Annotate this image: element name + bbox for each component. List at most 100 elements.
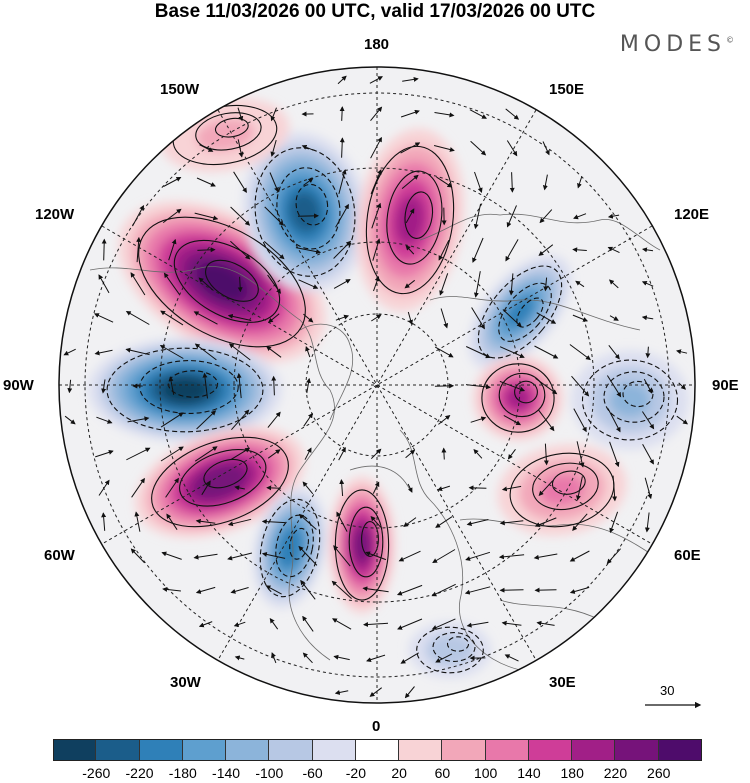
wind-arrow: [261, 519, 286, 525]
wind-arrow: [196, 410, 217, 430]
colorbar-swatch: [572, 739, 616, 761]
wind-arrow: [298, 279, 319, 289]
wind-arrow: [397, 618, 423, 630]
wind-arrow: [332, 618, 352, 630]
wind-arrow: [572, 513, 588, 531]
wind-arrow: [474, 171, 483, 193]
wind-arrow: [194, 343, 217, 361]
wind-arrow: [405, 245, 415, 255]
wind-arrow: [438, 239, 450, 261]
wind-arrow: [607, 213, 620, 219]
wind-arrow: [506, 205, 517, 228]
wind-arrow: [267, 274, 281, 294]
colorbar-tick-label: -140: [212, 765, 241, 781]
wind-arrow: [270, 139, 277, 157]
wind-arrow: [538, 244, 554, 256]
colorbar-tick-label: -220: [125, 765, 154, 781]
colorbar-tick-label: -180: [168, 765, 197, 781]
wind-arrow: [676, 415, 689, 425]
wind-arrow: [404, 686, 415, 699]
wind-arrow: [370, 448, 382, 460]
lon-label-90w: 90W: [3, 377, 34, 394]
wind-arrow: [168, 238, 177, 261]
wind-arrow: [267, 449, 281, 459]
wind-arrow: [435, 516, 453, 528]
wind-arrow: [134, 511, 141, 532]
colorbar-tick-label: 140: [517, 765, 541, 781]
wind-arrow: [94, 349, 113, 356]
wind-arrow: [503, 414, 522, 426]
wind-arrow: [334, 690, 349, 695]
lon-label-30e: 30E: [549, 674, 576, 691]
wind-arrow: [434, 112, 455, 118]
wind-arrow: [508, 273, 514, 296]
wind-arrow: [198, 621, 213, 628]
wind-arrow: [363, 621, 389, 627]
wind-arrow: [501, 485, 522, 492]
lon-label-150e: 150E: [549, 81, 585, 98]
wind-arrow: [472, 237, 484, 263]
wind-arrow: [198, 277, 214, 291]
wind-arrow: [267, 411, 281, 428]
wind-arrow: [499, 587, 524, 593]
wind-arrow: [643, 378, 653, 394]
wind-arrow: [642, 247, 654, 253]
colorbar-swatch: [442, 739, 486, 761]
wind-arrow: [466, 519, 489, 526]
wind-arrow: [405, 208, 415, 224]
height-contour-pos-95e: [514, 380, 538, 404]
wind-arrow: [163, 272, 180, 295]
wind-arrow: [473, 271, 481, 298]
wind-arrow: [612, 475, 618, 502]
wind-arrow: [126, 447, 151, 461]
wind-arrow: [469, 109, 487, 119]
wind-arrow: [196, 177, 216, 187]
wind-arrow: [298, 545, 318, 566]
height-contour-neg-150w: [276, 167, 341, 250]
wind-arrow: [160, 446, 184, 462]
wind-arrow: [227, 313, 252, 321]
height-contour-pos-120w: [173, 239, 281, 323]
wind-arrow: [333, 240, 352, 259]
colorbar-tick-label: -20: [345, 765, 366, 781]
wind-arrow: [402, 76, 419, 82]
wind-arrow: [438, 414, 451, 425]
wind-arrow: [230, 447, 251, 461]
wind-arrow: [333, 545, 351, 567]
wind-arrow: [534, 345, 559, 359]
wind-arrow: [163, 177, 182, 187]
wind-arrow: [539, 209, 553, 224]
wind-arrow: [168, 376, 175, 395]
wind-arrow: [372, 481, 380, 494]
height-contour-neg-5e: [432, 632, 476, 662]
wind-arrow: [505, 239, 519, 262]
wind-arrow: [533, 553, 558, 560]
wind-arrow: [400, 652, 419, 664]
wind-arrow: [370, 106, 383, 122]
wind-arrow: [233, 621, 246, 627]
wind-arrow: [93, 313, 114, 323]
height-contour-pos-70w: [179, 449, 267, 507]
colorbar-swatch: [528, 739, 573, 761]
lon-label-90e: 90E: [712, 377, 739, 394]
height-contour-neg-60e: [603, 371, 665, 423]
wind-arrow: [101, 379, 107, 394]
wind-arrow: [465, 346, 491, 359]
height-contour-pos-120w: [138, 216, 306, 348]
wind-arrow: [370, 136, 382, 159]
height-contour-pos-165e: [365, 145, 455, 295]
wind-arrow: [569, 344, 591, 361]
wind-arrow: [194, 446, 218, 462]
wind-arrow: [298, 513, 317, 530]
height-contour-neg-60e: [581, 359, 679, 441]
wind-arrow: [471, 307, 485, 330]
wind-arrow: [237, 107, 244, 122]
wind-arrow: [465, 384, 491, 390]
wind-arrow: [644, 477, 653, 500]
wind-arrow: [499, 520, 524, 526]
wind-arrow: [362, 586, 389, 593]
wind-arrow: [365, 551, 387, 561]
anomaly-fill-pos-130w: [195, 118, 255, 152]
wind-arrow: [136, 236, 142, 263]
map-title: Base 11/03/2026 00 UTC, valid 17/03/2026…: [154, 1, 596, 22]
